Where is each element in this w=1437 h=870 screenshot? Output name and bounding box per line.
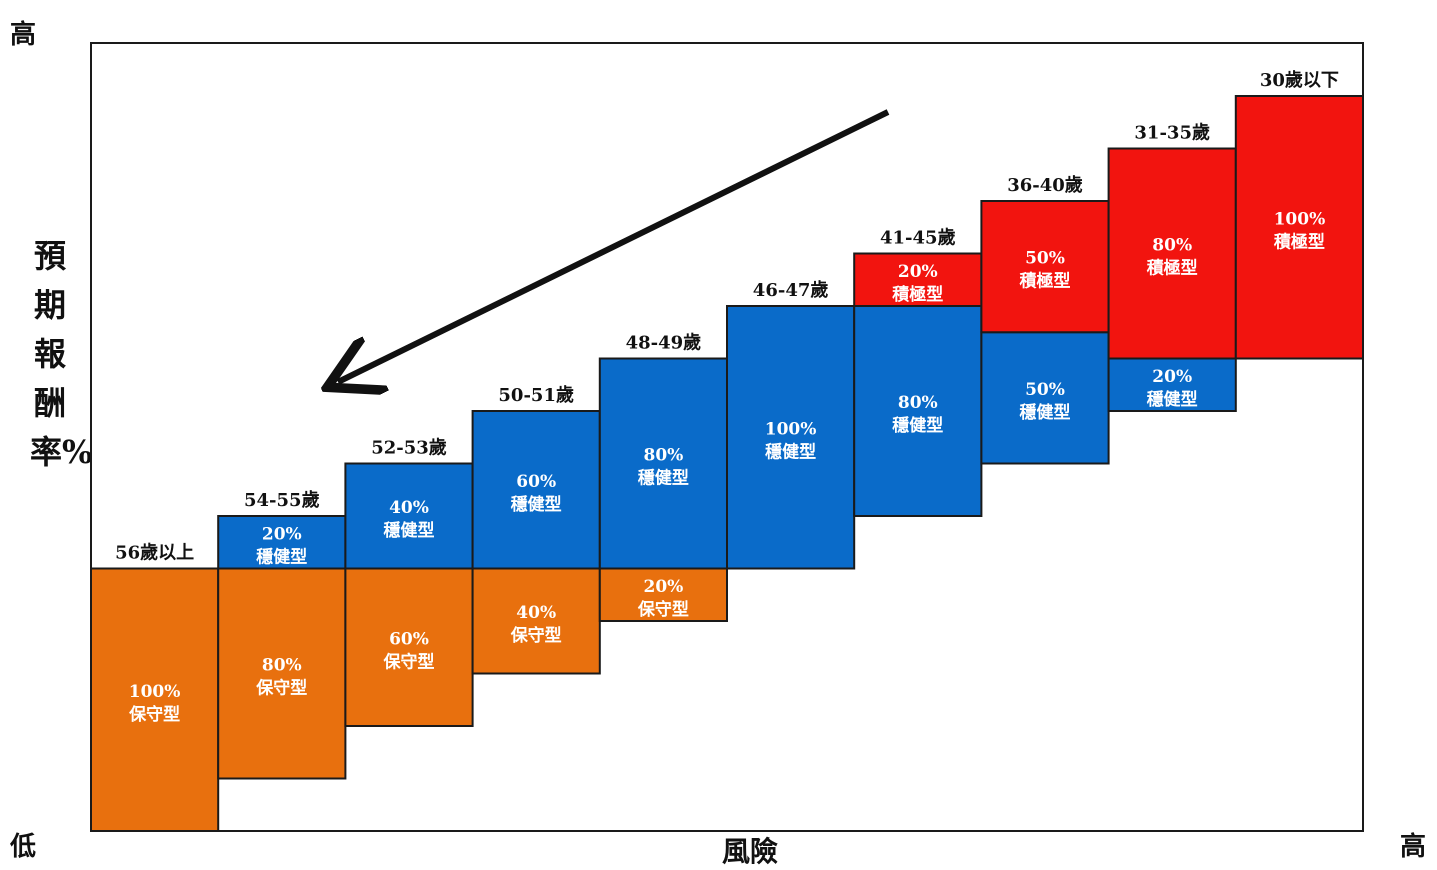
bar-balanced-5 [598,357,728,570]
data-label-type-balanced-2: 穩健型 [256,546,307,567]
data-label-type-conservative-4: 保守型 [510,625,562,646]
x-axis-low-label: 低 [10,832,37,862]
data-label-type-aggressive-9: 積極型 [1147,258,1198,279]
bar-conservative-1 [90,567,220,832]
data-label-value-balanced-9: 20% [1152,367,1192,387]
data-label-value-aggressive-10: 100% [1274,209,1326,229]
data-label-value-conservative-1: 100% [129,682,181,702]
data-label-type-balanced-9: 穩健型 [1147,389,1198,410]
data-label-type-conservative-3: 保守型 [383,651,435,672]
data-label-type-balanced-8: 穩健型 [1020,402,1071,423]
category-label-10: 30歲以下 [1260,69,1339,91]
bar-aggressive-7 [853,252,983,307]
data-label-type-aggressive-10: 積極型 [1274,231,1325,252]
category-label-3: 52-53歲 [371,437,447,459]
category-label-1: 56歲以上 [115,542,194,564]
category-label-9: 31-35歲 [1134,122,1210,144]
bar-aggressive-9 [1107,147,1237,360]
bar-conservative-5 [598,567,728,622]
data-label-type-aggressive-8: 積極型 [1020,271,1071,292]
data-label-value-conservative-5: 20% [643,577,683,597]
data-label-value-balanced-2: 20% [262,524,302,544]
data-label-type-balanced-5: 穩健型 [638,468,689,489]
category-label-5: 48-49歲 [626,332,702,354]
data-label-value-balanced-3: 40% [389,498,429,518]
data-label-value-conservative-4: 40% [516,603,556,623]
data-label-value-balanced-6: 100% [765,419,817,439]
data-label-value-aggressive-7: 20% [898,262,938,282]
data-label-type-balanced-7: 穩健型 [892,415,943,436]
bar-balanced-4 [471,410,601,570]
bar-balanced-9 [1107,357,1237,412]
bar-balanced-3 [344,462,474,570]
bar-aggressive-10 [1234,95,1365,360]
data-label-type-balanced-3: 穩健型 [384,520,435,541]
category-label-4: 50-51歲 [498,384,574,406]
bars-group: 100%保守型80%保守型20%穩健型60%保守型40%穩健型40%保守型60%… [90,95,1365,832]
bar-balanced-2 [217,515,347,570]
data-label-value-balanced-8: 50% [1025,380,1065,400]
data-label-value-aggressive-9: 80% [1152,236,1192,256]
bar-conservative-4 [471,567,601,675]
data-label-value-balanced-4: 60% [516,472,556,492]
bar-balanced-6 [726,305,856,570]
data-label-type-conservative-1: 保守型 [128,704,180,725]
data-label-type-balanced-6: 穩健型 [765,441,816,462]
category-label-8: 36-40歲 [1007,174,1083,196]
data-label-type-aggressive-7: 積極型 [892,284,943,305]
trend-arrow [338,109,890,382]
data-label-value-conservative-2: 80% [262,656,302,676]
data-label-value-conservative-3: 60% [389,629,429,649]
data-label-value-aggressive-8: 50% [1025,249,1065,269]
bar-balanced-7 [853,305,983,517]
category-label-7: 41-45歲 [880,227,956,249]
plot-frame [90,42,1364,832]
category-label-2: 54-55歲 [244,489,320,511]
y-axis-high-label: 高 [10,20,37,50]
data-label-value-balanced-5: 80% [643,446,683,466]
category-labels-group: 56歲以上 54-55歲 52-53歲 50-51歲 48-49歲 46-47歲 41-45… [115,69,1339,564]
category-label-6: 46-47歲 [753,279,829,301]
bar-aggressive-8 [980,200,1110,334]
x-axis-high-label: 高 [1400,832,1427,862]
data-label-type-balanced-4: 穩健型 [511,494,562,515]
data-label-type-conservative-5: 保守型 [637,599,689,620]
data-label-type-conservative-2: 保守型 [255,678,307,699]
data-label-value-balanced-7: 80% [898,393,938,413]
